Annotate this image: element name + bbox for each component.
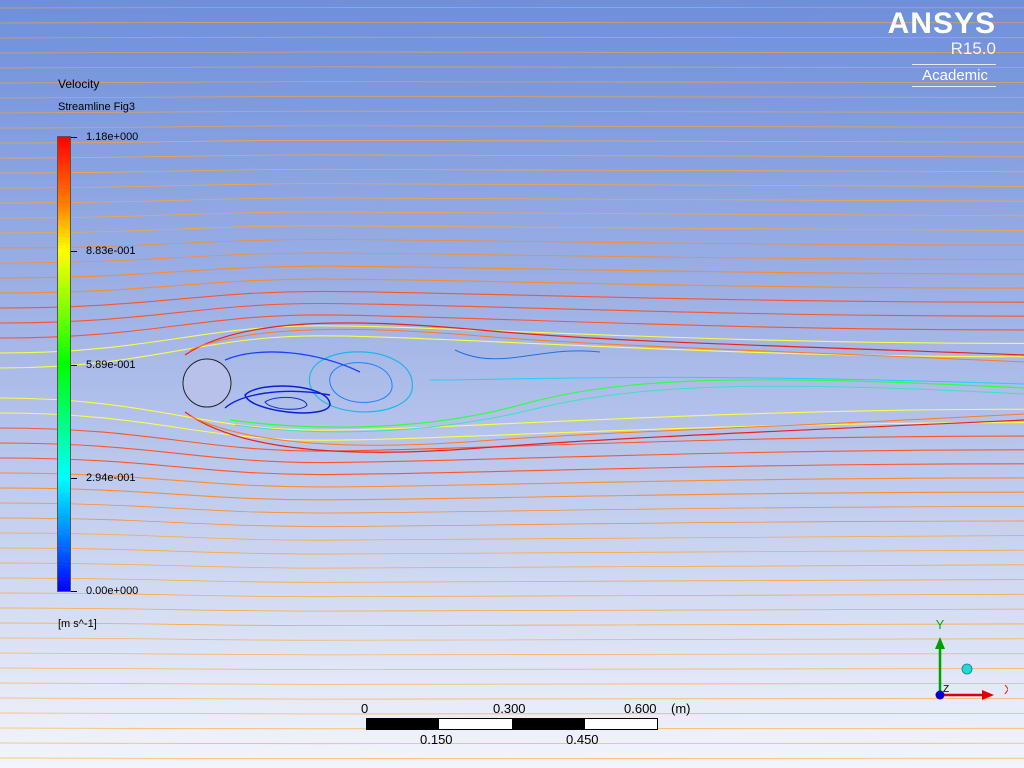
ansys-logo: ANSYS R15.0 Academic xyxy=(888,8,996,87)
legend-tick xyxy=(71,591,77,592)
legend-tick xyxy=(71,137,77,138)
legend-unit: [m s^-1] xyxy=(58,618,97,630)
legend-tick xyxy=(71,365,77,366)
cylinder-obstacle xyxy=(182,358,232,408)
logo-version: R15.0 xyxy=(950,39,996,58)
streamlines xyxy=(0,7,1024,759)
axis-triad[interactable]: Y X Z xyxy=(928,615,1008,710)
triad-x-label: X xyxy=(1004,682,1008,697)
scale-label: 0.450 xyxy=(566,732,599,747)
scale-label: 0.150 xyxy=(420,732,453,747)
logo-name: ANSYS xyxy=(887,7,996,40)
scale-unit: (m) xyxy=(671,701,691,716)
scale-label: 0 xyxy=(361,701,369,716)
color-legend-bar xyxy=(57,136,71,592)
legend-tick xyxy=(71,478,77,479)
scale-bar xyxy=(366,718,658,730)
scale-label: 0.600 xyxy=(624,701,657,716)
triad-z-label: Z xyxy=(943,684,949,695)
legend-tick xyxy=(71,251,77,252)
triad-y-label: Y xyxy=(936,617,945,632)
legend-subtitle: Streamline Fig3 xyxy=(58,101,136,113)
legend-tick-label: 5.89e-001 xyxy=(86,359,136,371)
legend-tick-label: 1.18e+000 xyxy=(86,131,139,143)
scale-segment xyxy=(512,719,585,729)
legend-tick-label: 8.83e-001 xyxy=(86,245,136,257)
scale-segment xyxy=(367,719,439,729)
legend-tick-label: 0.00e+000 xyxy=(86,585,139,597)
logo-edition: Academic xyxy=(912,64,996,87)
legend-title: Velocity xyxy=(58,77,100,91)
legend-tick-label: 2.94e-001 xyxy=(86,472,136,484)
scale-label: 0.300 xyxy=(493,701,526,716)
